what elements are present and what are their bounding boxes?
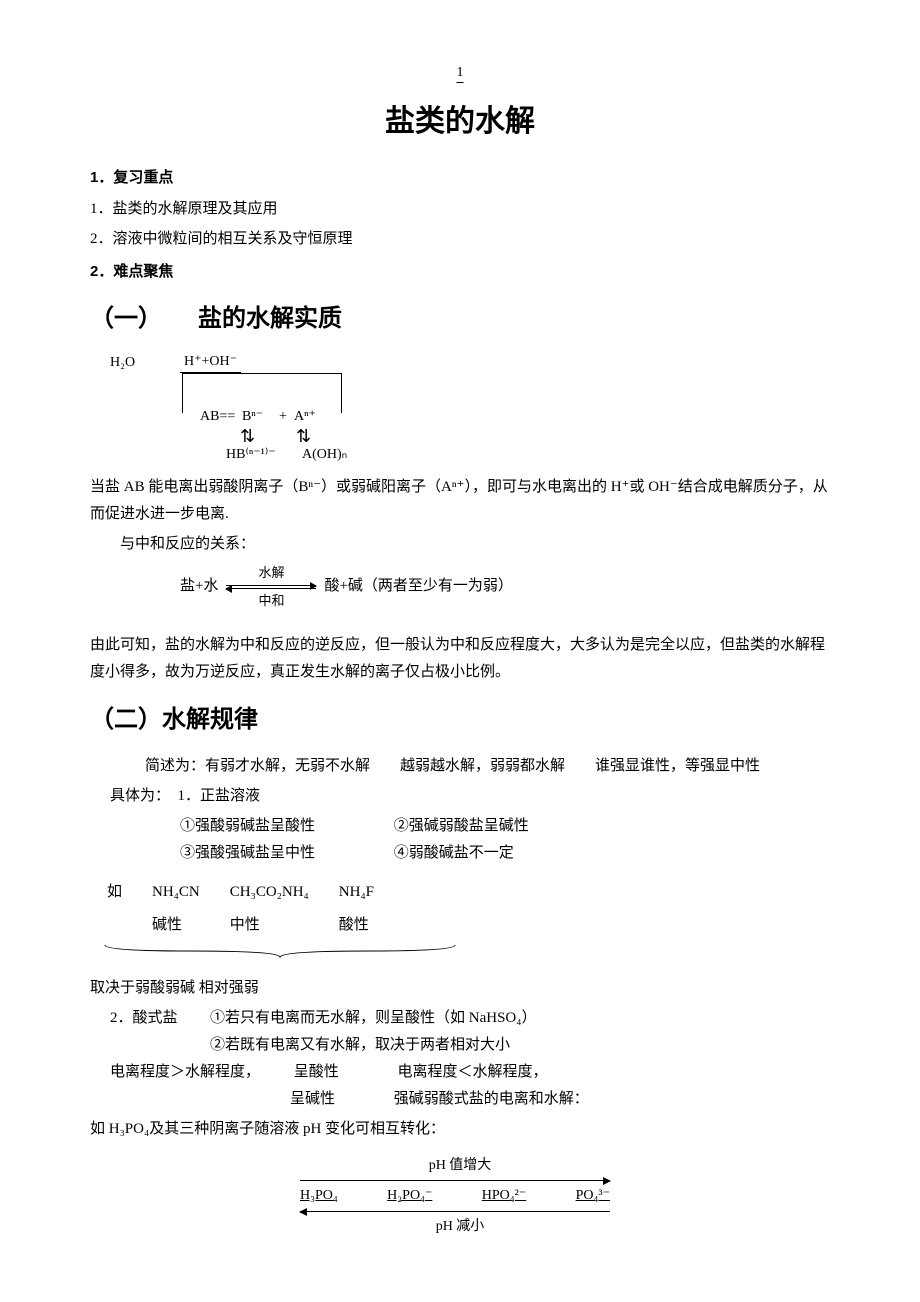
curly-brace-icon [100,943,460,957]
arrow-left-icon [300,1211,610,1212]
page-number: 1 [90,60,830,85]
ph-conversion-diagram: pH 值增大 H₃PO₄ H₂PO₄⁻ HPO₄²⁻ PO₄³⁻ pH 减小 [300,1153,620,1239]
rule-summary: 简述为：有弱才水解，无弱不水解 越弱越水解，弱弱都水解 谁强显谁性，等强显中性 [145,753,830,780]
ph-bot-label: pH 减小 [300,1214,620,1239]
ph-species-4: PO₄³⁻ [576,1183,610,1208]
arrow-left-icon [226,588,316,589]
acid-salt-2: ②若既有电离又有水解，取决于两者相对大小 [210,1032,830,1059]
salt-3: NH₄F [339,877,402,908]
para-ionization-explain: 当盐 AB 能电离出弱酸阴离子（Bⁿ⁻）或弱碱阳离子（Aⁿ⁺），即可与水电离出的… [90,474,830,528]
section-difficulty-label: 2．难点聚焦 [90,258,830,285]
diagram-aoh: A(OH)ₙ [302,445,347,465]
eq-arrow-bot-label: 中和 [226,589,316,612]
rule-3: ③强酸强碱盐呈中性 [180,840,390,867]
review-item-2: 2．溶液中微粒间的相互关系及守恒原理 [90,226,830,253]
diagram-bracket [182,373,342,413]
review-item-1: 1．盐类的水解原理及其应用 [90,196,830,223]
section-review-label: 1．复习重点 [90,164,830,191]
diagram-h-oh: H⁺+OH⁻ [180,352,241,373]
eq-left: 盐+水 [180,573,218,600]
rule-1: ①强酸弱碱盐呈酸性 [180,813,390,840]
prop-3: 酸性 [339,910,402,941]
salt-2: CH₃CO₂NH₄ [230,877,337,908]
prop-1: 碱性 [152,910,228,941]
salt-eg-label: 如 [107,877,150,908]
para-reverse-reaction: 由此可知，盐的水解为中和反应的逆反应，但一般认为中和反应程度大，大多认为是完全以… [90,632,830,686]
ionization-diagram: H₂O H⁺+OH⁻ AB== Bⁿ⁻ + Aⁿ⁺ ⇅ ⇅ HB⁽ⁿ⁻¹⁾⁻ A… [110,352,830,464]
h3po4-line: 如 H₃PO₄及其三种阴离子随溶液 pH 变化可相互转化： [90,1116,830,1143]
heading-hydrolysis-rules: （二）水解规律 [90,698,830,741]
salt-examples-table: 如 NH₄CN CH₃CO₂NH₄ NH₄F 碱性 中性 酸性 [105,875,404,943]
compare-1b: 呈酸性 [294,1059,394,1086]
compare-3: 强碱弱酸式盐的电离和水解： [394,1091,589,1107]
ph-species-2: H₂PO₄⁻ [387,1183,432,1208]
table-row: 碱性 中性 酸性 [107,910,402,941]
depends-on: 取决于弱酸弱碱 相对强弱 [90,975,830,1002]
updown-arrow-icon: ⇅ [296,427,330,445]
diagram-hb: HB⁽ⁿ⁻¹⁾⁻ [226,445,302,465]
para-neutralization-relation: 与中和反应的关系： [120,531,830,558]
ph-species-3: HPO₄²⁻ [482,1183,526,1208]
eq-arrow-top-label: 水解 [226,561,316,584]
acid-salt-1: ①若只有电离而无水解，则呈酸性（如 NaHSO₄） [210,1005,536,1032]
compare-1a: 电离程度＞水解程度， [110,1059,290,1086]
ph-species-row: H₃PO₄ H₂PO₄⁻ HPO₄²⁻ PO₄³⁻ [300,1183,610,1208]
diagram-h2o: H₂O [110,353,180,373]
heading-hydrolysis-essence: （一） 盐的水解实质 [90,297,830,340]
prop-2: 中性 [230,910,337,941]
updown-arrow-icon: ⇅ [240,427,274,445]
acid-salt-label: 2．酸式盐 [110,1005,210,1032]
table-row: 如 NH₄CN CH₃CO₂NH₄ NH₄F [107,877,402,908]
compare-2b: 呈碱性 [290,1086,390,1113]
document-title: 盐类的水解 [90,95,830,149]
eq-arrow: 水解 中和 [226,561,316,612]
eq-right: 酸+碱（两者至少有一为弱） [324,573,512,600]
ph-species-1: H₃PO₄ [300,1183,338,1208]
equilibrium-equation: 盐+水 水解 中和 酸+碱（两者至少有一为弱） [180,561,830,612]
arrow-right-icon [226,585,316,586]
rule-4: ④弱酸碱盐不一定 [394,845,514,861]
ph-top-label: pH 值增大 [300,1153,620,1178]
compare-2a: 电离程度＜水解程度， [398,1064,548,1080]
salt-1: NH₄CN [152,877,228,908]
rule-specific-label: 具体为： 1．正盐溶液 [110,783,830,810]
arrow-right-icon [300,1180,610,1181]
rule-2: ②强碱弱酸盐呈碱性 [394,818,529,834]
